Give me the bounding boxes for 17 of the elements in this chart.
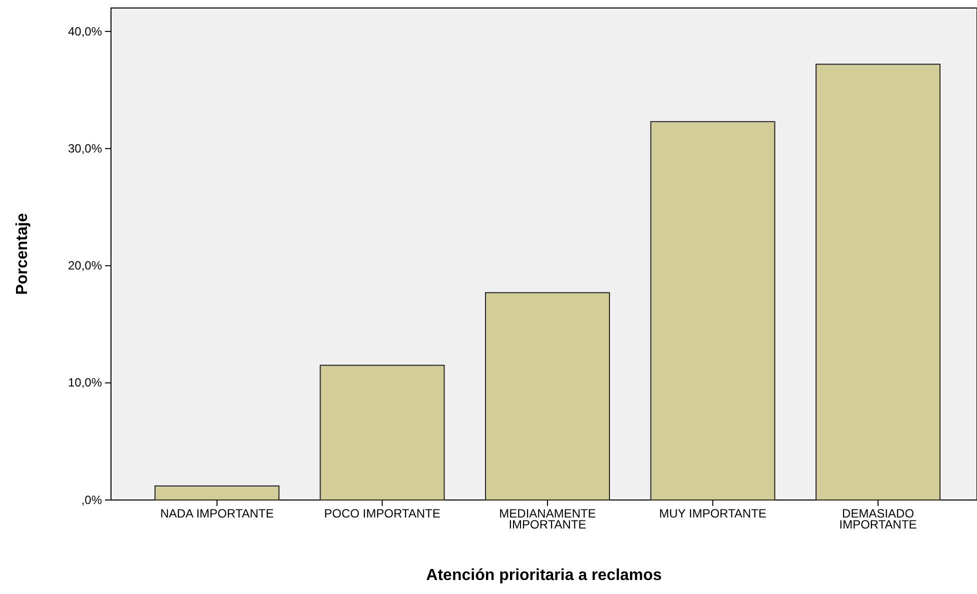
x-tick-label: MUY IMPORTANTE xyxy=(659,506,766,521)
y-tick-label: 40,0% xyxy=(68,24,102,38)
y-tick-label: 20,0% xyxy=(68,258,102,273)
x-tick-label: MEDIANAMENTE IMPORTANTE xyxy=(499,506,596,532)
x-tick-label: POCO IMPORTANTE xyxy=(324,506,440,521)
x-tick-label: NADA IMPORTANTE xyxy=(160,506,274,521)
y-axis-title: Porcentaje xyxy=(14,212,31,295)
bar xyxy=(485,292,610,500)
y-tick-label: ,0% xyxy=(81,492,102,507)
bar xyxy=(154,485,280,500)
x-axis-title: Atención prioritaria a reclamos xyxy=(426,567,662,584)
bar xyxy=(320,364,445,500)
y-tick-label: 30,0% xyxy=(68,141,102,156)
y-tick-label: 10,0% xyxy=(68,376,102,390)
bar xyxy=(650,121,776,500)
bar xyxy=(816,64,940,500)
x-tick-label: DEMASIADO IMPORTANTE xyxy=(839,506,917,532)
